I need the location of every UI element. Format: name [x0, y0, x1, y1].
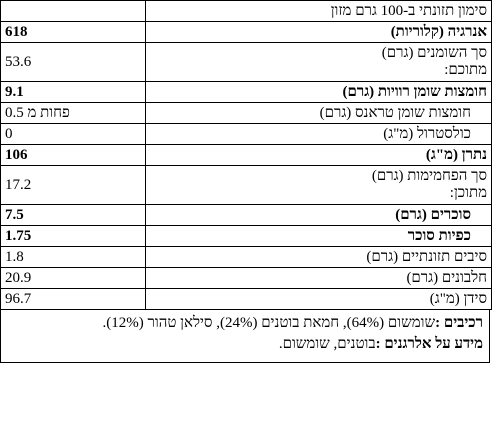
row-value: פחות מ 0.5 — [0, 102, 146, 124]
row-value: 9.1 — [0, 81, 146, 103]
row-calcium: סידן (מ"ג) 96.7 — [0, 288, 492, 310]
row-value: 96.7 — [0, 288, 146, 310]
ingredients-line: רכיבים :שומשום (64%), חמאת בוטנים (24%),… — [5, 313, 484, 334]
row-value: 20.9 — [0, 267, 146, 289]
allergens-text: בוטנים, שומשום. — [278, 336, 376, 352]
row-saturated-fat: חומצות שומן רוויות (גרם) 9.1 — [0, 81, 492, 103]
row-label-sub: מתוכן: — [449, 185, 487, 201]
row-cholesterol: כולסטרול (מ"ג) 0 — [0, 123, 492, 145]
row-label: אנרגיה (קלוריות) — [145, 21, 492, 43]
row-label: נתרן (מ"ג) — [145, 144, 492, 166]
row-value: 17.2 — [0, 165, 146, 205]
row-value: 618 — [0, 21, 146, 43]
row-label: סוכרים (גרם) — [145, 204, 492, 226]
row-sugar-teaspoons: כפיות סוכר 1.75 — [0, 225, 492, 247]
row-label: סך הפחמימות (גרם) מתוכן: — [145, 165, 492, 205]
table-header-value — [0, 0, 146, 22]
allergens-title: מידע על אלרגנים : — [375, 336, 483, 352]
row-sodium: נתרן (מ"ג) 106 — [0, 144, 492, 166]
row-protein: חלבונים (גרם) 20.9 — [0, 267, 492, 289]
row-value: 106 — [0, 144, 146, 166]
row-label: סידן (מ"ג) — [145, 288, 492, 310]
ingredients-box: רכיבים :שומשום (64%), חמאת בוטנים (24%),… — [0, 310, 490, 363]
table-header-row: סימון תזונתי ב-100 גרם מזון — [0, 0, 492, 22]
row-label: סיבים תזונתיים (גרם) — [145, 246, 492, 268]
row-value: 1.75 — [0, 225, 146, 247]
ingredients-title: רכיבים : — [435, 315, 483, 331]
row-total-fat: סך השומנים (גרם) מתוכם: 53.6 — [0, 42, 492, 82]
ingredients-text: שומשום (64%), חמאת בוטנים (24%), סילאן ט… — [102, 315, 436, 331]
row-label: כולסטרול (מ"ג) — [145, 123, 492, 145]
row-value: 0 — [0, 123, 146, 145]
row-label-main: סך הפחמימות (גרם) — [371, 168, 487, 184]
row-label: חומצות שומן טראנס (גרם) — [145, 102, 492, 124]
nutrition-table: סימון תזונתי ב-100 גרם מזון אנרגיה (קלור… — [0, 0, 492, 310]
row-value: 53.6 — [0, 42, 146, 82]
row-total-carbs: סך הפחמימות (גרם) מתוכן: 17.2 — [0, 165, 492, 205]
row-label-main: סך השומנים (גרם) — [381, 45, 487, 61]
row-fiber: סיבים תזונתיים (גרם) 1.8 — [0, 246, 492, 268]
row-energy: אנרגיה (קלוריות) 618 — [0, 21, 492, 43]
row-label: סך השומנים (גרם) מתוכם: — [145, 42, 492, 82]
row-label: כפיות סוכר — [145, 225, 492, 247]
row-label: חלבונים (גרם) — [145, 267, 492, 289]
row-trans-fat: חומצות שומן טראנס (גרם) פחות מ 0.5 — [0, 102, 492, 124]
nutrition-label: סימון תזונתי ב-100 גרם מזון אנרגיה (קלור… — [0, 0, 492, 363]
table-header: סימון תזונתי ב-100 גרם מזון — [145, 0, 492, 22]
row-label: חומצות שומן רוויות (גרם) — [145, 81, 492, 103]
row-value: 7.5 — [0, 204, 146, 226]
allergens-line: מידע על אלרגנים :בוטנים, שומשום. — [5, 334, 483, 355]
row-sugars: סוכרים (גרם) 7.5 — [0, 204, 492, 226]
row-label-sub: מתוכם: — [444, 62, 487, 78]
row-value: 1.8 — [0, 246, 146, 268]
